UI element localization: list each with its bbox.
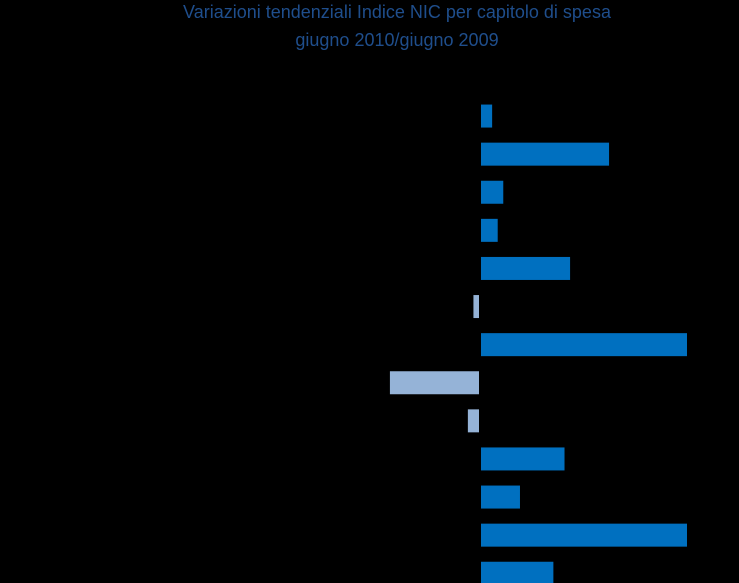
bar <box>481 485 520 509</box>
bar <box>481 180 504 204</box>
bar <box>481 523 687 547</box>
bar <box>481 561 554 583</box>
bar <box>481 142 610 166</box>
bar <box>481 256 571 280</box>
chart-subtitle: giugno 2010/giugno 2009 <box>295 30 498 50</box>
bar <box>481 333 687 357</box>
bar <box>481 447 565 471</box>
bar <box>481 104 493 128</box>
bar <box>473 295 479 319</box>
bar <box>467 409 479 433</box>
bar <box>481 218 498 242</box>
bar <box>389 371 479 395</box>
chart-title: Variazioni tendenziali Indice NIC per ca… <box>183 2 612 22</box>
